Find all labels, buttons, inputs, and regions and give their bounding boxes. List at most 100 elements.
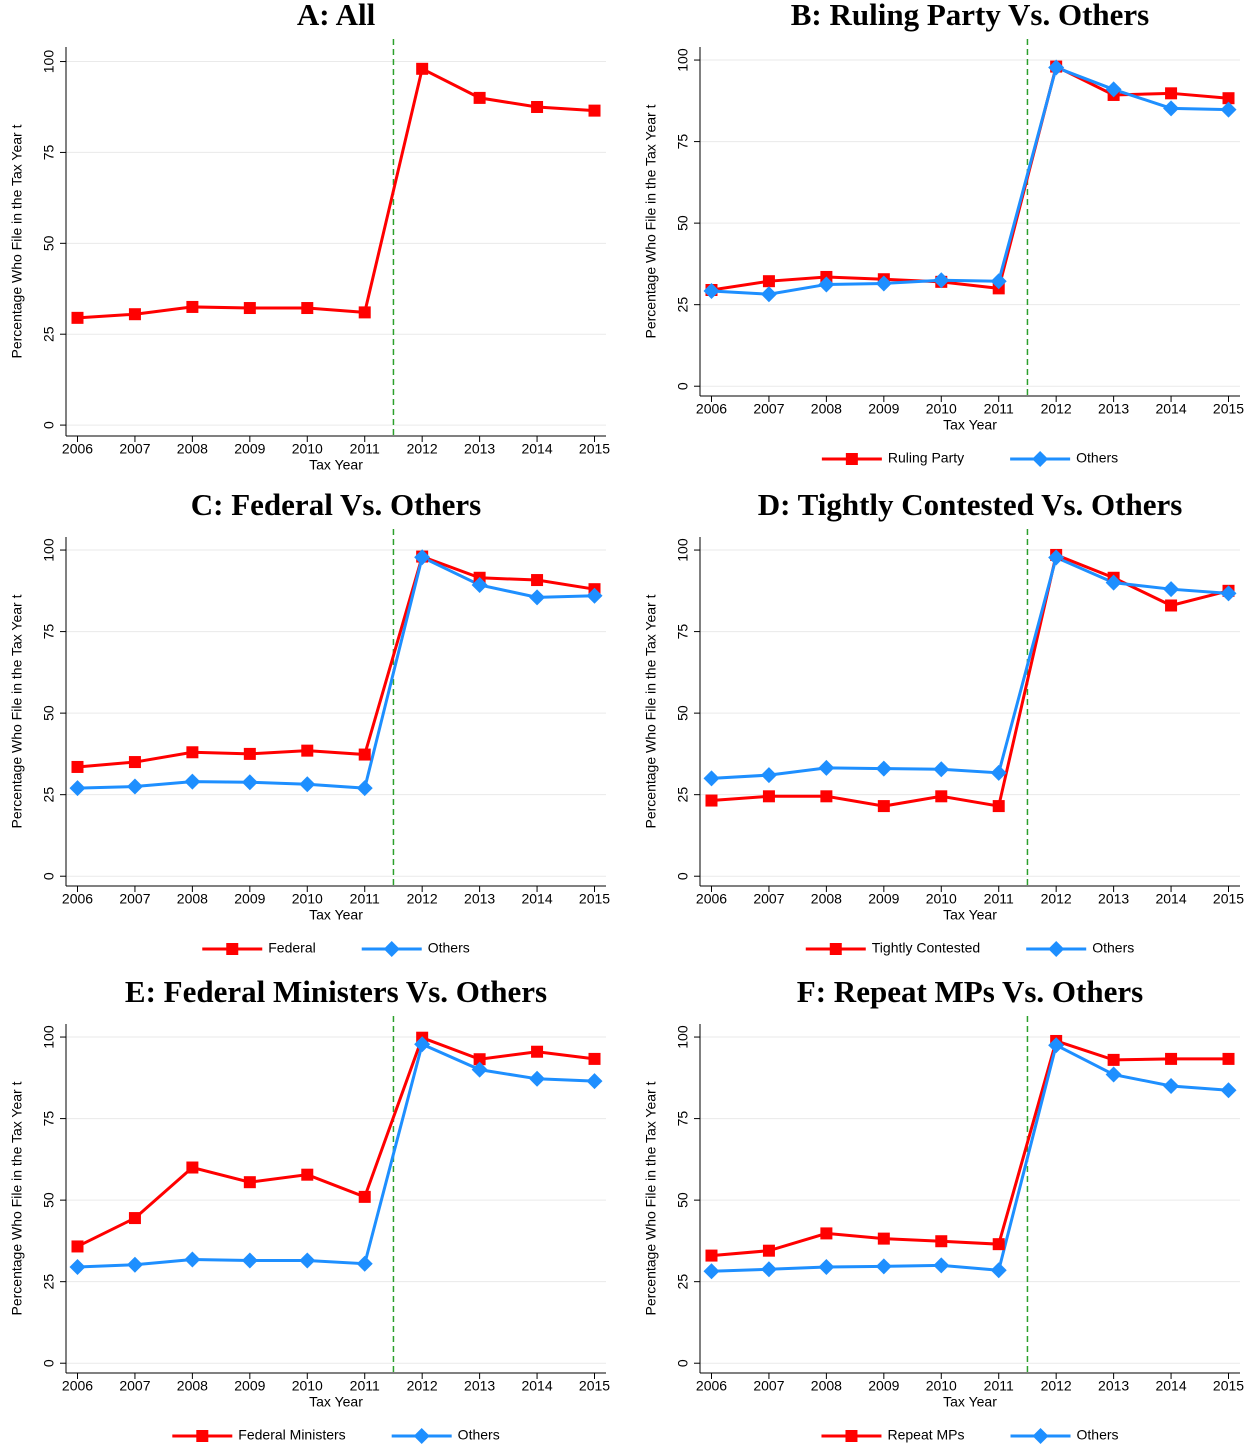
- panel-title: D: Tightly Contested Vs. Others: [758, 487, 1183, 522]
- marker: [71, 760, 84, 773]
- marker: [703, 282, 720, 299]
- panel-title: E: Federal Ministers Vs. Others: [125, 974, 547, 1009]
- marker: [877, 1232, 890, 1245]
- marker: [128, 1212, 141, 1225]
- marker: [818, 759, 835, 776]
- x-tick-label: 2008: [811, 401, 842, 417]
- x-tick-label: 2015: [579, 1378, 610, 1394]
- marker: [473, 1053, 486, 1066]
- x-tick-label: 2007: [119, 441, 150, 457]
- legend-label: Others: [1076, 450, 1118, 466]
- y-tick-label: 75: [675, 134, 691, 150]
- x-tick-label: 2013: [464, 891, 495, 907]
- y-tick-label: 100: [675, 48, 691, 72]
- legend-item: Others: [1010, 1427, 1119, 1444]
- x-tick-label: 2008: [811, 1378, 842, 1394]
- y-tick-label: 0: [675, 382, 691, 390]
- marker: [241, 1252, 258, 1269]
- x-axis-title: Tax Year: [309, 1394, 363, 1410]
- marker: [243, 302, 256, 315]
- series-line: [711, 555, 1229, 780]
- marker: [760, 767, 777, 784]
- marker: [1107, 1053, 1120, 1066]
- x-tick-label: 2010: [926, 891, 957, 907]
- marker: [126, 778, 143, 795]
- legend-marker: [383, 941, 400, 957]
- x-tick-label: 2013: [1098, 401, 1129, 417]
- marker: [760, 1261, 777, 1278]
- x-tick-label: 2011: [984, 1378, 1014, 1394]
- marker: [705, 1249, 718, 1262]
- y-axis-title: Percentage Who File in the Tax Year t: [643, 104, 659, 338]
- marker: [1220, 585, 1237, 602]
- marker: [186, 746, 199, 759]
- marker: [1220, 1082, 1237, 1099]
- x-tick-label: 2015: [1213, 1378, 1244, 1394]
- marker: [990, 764, 1007, 781]
- x-axis-title: Tax Year: [943, 417, 997, 433]
- marker: [933, 272, 950, 289]
- y-tick-label: 75: [675, 1111, 691, 1127]
- legend: Ruling Party Others: [821, 450, 1118, 467]
- x-tick-label: 2014: [1155, 401, 1186, 417]
- marker: [935, 790, 948, 803]
- y-axis-title: Percentage Who File in the Tax Year t: [9, 124, 25, 358]
- x-tick-label: 2011: [350, 1378, 380, 1394]
- x-tick-label: 2014: [521, 891, 552, 907]
- marker: [301, 744, 314, 757]
- y-tick-label: 0: [675, 1359, 691, 1367]
- marker: [1222, 1052, 1235, 1065]
- marker: [471, 576, 488, 593]
- marker: [933, 761, 950, 778]
- series-line: [711, 65, 1229, 296]
- x-tick-label: 2008: [177, 441, 208, 457]
- y-tick-label: 75: [675, 624, 691, 640]
- legend-label: Federal Ministers: [238, 1427, 345, 1443]
- marker: [762, 275, 775, 288]
- x-tick-label: 2014: [1155, 891, 1186, 907]
- legend-label: Repeat MPs: [887, 1427, 964, 1443]
- x-tick-label: 2007: [753, 1378, 784, 1394]
- legend-marker: [413, 1428, 430, 1444]
- marker: [69, 780, 86, 797]
- x-tick-label: 2010: [292, 441, 323, 457]
- x-tick-label: 2006: [62, 441, 93, 457]
- x-tick-label: 2013: [1098, 891, 1129, 907]
- legend-marker: [1048, 941, 1065, 957]
- legend-item: Others: [391, 1427, 500, 1444]
- x-tick-label: 2009: [868, 401, 899, 417]
- y-tick-label: 50: [41, 705, 57, 721]
- marker: [992, 800, 1005, 813]
- marker: [933, 1257, 950, 1274]
- marker: [186, 1161, 199, 1174]
- series-line: [77, 66, 595, 320]
- y-axis-title: Percentage Who File in the Tax Year t: [643, 594, 659, 828]
- marker: [473, 91, 486, 104]
- x-tick-label: 2011: [984, 891, 1014, 907]
- marker: [1105, 574, 1122, 591]
- marker: [358, 1190, 371, 1203]
- series-line: [77, 555, 595, 790]
- y-tick-label: 75: [41, 1111, 57, 1127]
- legend-item: Others: [361, 940, 470, 957]
- marker: [1165, 87, 1178, 100]
- marker: [301, 1168, 314, 1181]
- marker: [71, 311, 84, 324]
- marker: [414, 1036, 431, 1053]
- x-tick-label: 2006: [62, 1378, 93, 1394]
- marker: [935, 1235, 948, 1248]
- x-axis-title: Tax Year: [943, 1394, 997, 1410]
- marker: [69, 1258, 86, 1275]
- legend: Federal Ministers Others: [172, 1427, 500, 1444]
- marker: [760, 286, 777, 303]
- legend: Federal Others: [202, 940, 470, 957]
- legend-item: Repeat MPs: [821, 1427, 965, 1443]
- marker: [1105, 1066, 1122, 1083]
- x-tick-label: 2011: [984, 401, 1014, 417]
- marker: [705, 794, 718, 807]
- marker: [703, 770, 720, 787]
- y-axis-title: Percentage Who File in the Tax Year t: [9, 594, 25, 828]
- marker: [531, 100, 544, 113]
- series-line: [77, 554, 595, 769]
